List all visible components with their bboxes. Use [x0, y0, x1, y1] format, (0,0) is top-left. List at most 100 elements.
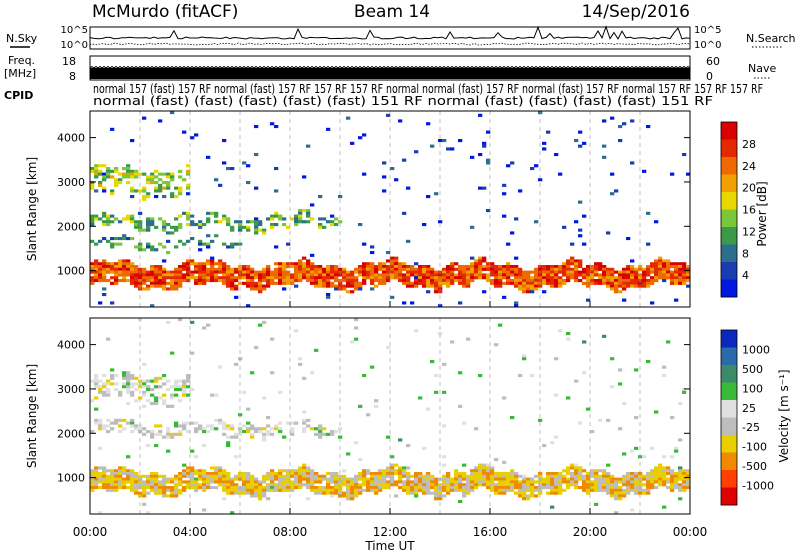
power-cell — [298, 262, 303, 266]
power-cell — [98, 273, 103, 277]
power-cell — [570, 267, 575, 271]
velocity-cell — [330, 480, 335, 484]
velocity-cell — [602, 488, 607, 492]
velocity-cell — [442, 494, 447, 498]
velocity-cell — [266, 474, 271, 478]
power-cell — [574, 267, 579, 271]
power-cell — [194, 265, 199, 269]
velocity-cell — [122, 480, 127, 484]
power-cell — [442, 267, 447, 271]
velocity-cell — [566, 480, 571, 484]
velocity-cell — [614, 483, 619, 487]
power-cell — [122, 276, 127, 280]
power-cell — [94, 169, 99, 173]
power-cell — [614, 189, 619, 193]
power-cell — [334, 223, 339, 227]
power-cell — [402, 279, 407, 283]
velocity-cell — [322, 474, 327, 478]
velocity-cell — [414, 474, 419, 478]
velocity-cell — [106, 337, 111, 341]
velocity-cell — [174, 388, 179, 392]
velocity-cell — [406, 488, 411, 492]
power-cell — [678, 279, 683, 283]
power-cell — [102, 259, 107, 263]
power-cell — [194, 223, 199, 227]
velocity-cell — [550, 472, 555, 476]
velocity-cell — [658, 480, 663, 484]
power-cell — [270, 223, 275, 227]
power-cell — [610, 267, 615, 271]
velocity-cell — [602, 483, 607, 487]
velocity-cell — [178, 385, 183, 389]
power-cell — [370, 265, 375, 269]
velocity-cell — [186, 393, 191, 397]
power-cell — [154, 270, 159, 274]
power-cell — [414, 267, 419, 271]
power-cell — [166, 183, 171, 187]
velocity-cell — [186, 486, 191, 490]
power-cell — [174, 276, 179, 280]
power-cell — [214, 214, 219, 218]
power-cell — [170, 284, 175, 288]
velocity-cell — [142, 491, 147, 495]
velocity-cell — [526, 486, 531, 490]
velocity-cell — [94, 486, 99, 490]
power-cell — [134, 172, 139, 176]
power-cell — [274, 262, 279, 266]
velocity-cell — [322, 432, 327, 436]
power-cell — [398, 279, 403, 283]
velocity-cell — [442, 480, 447, 484]
velocity-cell — [306, 469, 311, 473]
velocity-cell — [262, 320, 267, 324]
power-cell — [606, 231, 611, 235]
velocity-cell — [134, 472, 139, 476]
power-cell — [214, 234, 219, 238]
velocity-cell — [166, 488, 171, 492]
velocity-cell — [402, 483, 407, 487]
power-cell — [546, 267, 551, 271]
velocity-cell — [590, 480, 595, 484]
velocity-cell — [326, 477, 331, 481]
power-cell — [202, 262, 207, 266]
power-cell — [362, 242, 367, 246]
velocity-cell — [442, 455, 447, 459]
power-cell — [482, 267, 487, 271]
velocity-cell — [682, 480, 687, 484]
velocity-cell — [614, 477, 619, 481]
power-cell — [482, 256, 487, 260]
power-cell — [610, 281, 615, 285]
power-cell — [570, 262, 575, 266]
power-cell — [514, 301, 519, 305]
power-cell — [634, 273, 639, 277]
velocity-cell — [206, 477, 211, 481]
power-cell — [146, 270, 151, 274]
y-tick-label: 3000 — [57, 176, 85, 189]
velocity-cell — [262, 432, 267, 436]
power-cell — [302, 220, 307, 224]
power-cell — [202, 223, 207, 227]
velocity-cell — [582, 483, 587, 487]
power-cell — [118, 270, 123, 274]
power-cell — [162, 228, 167, 232]
velocity-cell — [458, 483, 463, 487]
velocity-cell — [98, 472, 103, 476]
velocity-cell — [226, 441, 231, 445]
power-cell — [186, 239, 191, 243]
power-cell — [486, 273, 491, 277]
power-cell — [454, 262, 459, 266]
power-cell — [170, 178, 175, 182]
velocity-cell — [154, 396, 159, 400]
power-cell — [306, 214, 311, 218]
power-cell — [402, 301, 407, 305]
velocity-cell — [442, 362, 447, 366]
power-cell — [458, 281, 463, 285]
velocity-cell — [618, 488, 623, 492]
velocity-cell — [654, 486, 659, 490]
velocity-cell — [566, 337, 571, 341]
velocity-cell — [542, 486, 547, 490]
velocity-cell — [366, 413, 371, 417]
velocity-cell — [654, 469, 659, 473]
power-cell — [638, 284, 643, 288]
velocity-cell — [442, 474, 447, 478]
